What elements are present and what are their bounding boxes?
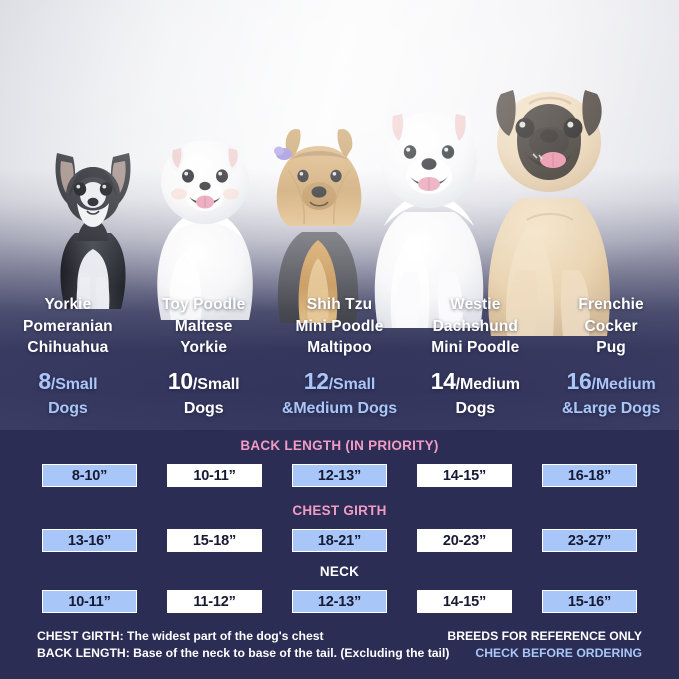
size-number: 14	[430, 368, 456, 394]
dog-photo-band	[0, 0, 679, 430]
size-label: /Small	[192, 376, 240, 393]
breed-name: Westie	[450, 296, 501, 313]
size-label: /Medium	[455, 376, 520, 393]
size-label: /Small	[328, 376, 376, 393]
back-length-cell-1: 8-10”	[42, 464, 137, 487]
size-label: /Small	[50, 376, 98, 393]
breed-name: Toy Poodle	[162, 296, 246, 313]
size-label-secondary: Dogs	[455, 400, 496, 417]
size-label-secondary: Dogs	[183, 400, 224, 417]
neck-cell-1: 10-11”	[42, 590, 137, 613]
breed-name: Chihuahua	[27, 339, 109, 357]
back-length-cell-4: 14-15”	[417, 464, 512, 487]
size-column-1: 8/Small Dogs	[0, 369, 136, 421]
breed-column-3: Shih Tzu Mini Poodle Maltipoo	[272, 294, 408, 359]
neck-cell-5: 15-16”	[542, 590, 637, 613]
size-label-secondary: Dogs	[48, 400, 88, 417]
size-numbers-row: 8/Small Dogs 10/Small Dogs 12/Small &Med…	[0, 369, 679, 421]
chest-girth-cell-5: 23-27”	[542, 529, 637, 552]
breed-name: Dachshund	[432, 317, 518, 335]
size-number: 12	[303, 368, 329, 394]
footer-check-note: CHECK BEFORE ORDERING	[475, 646, 642, 660]
size-column-3: 12/Small &Medium Dogs	[272, 369, 408, 421]
size-number: 10	[167, 368, 193, 394]
neck-cell-4: 14-15”	[417, 590, 512, 613]
size-column-2: 10/Small Dogs	[136, 369, 272, 421]
chest-girth-cell-2: 15-18”	[167, 529, 262, 552]
breed-name: Cocker	[584, 317, 638, 335]
back-length-title: BACK LENGTH (IN PRIORITY)	[240, 438, 439, 453]
size-column-5: 16/Medium &Large Dogs	[543, 369, 679, 421]
breed-name: Pug	[596, 339, 626, 357]
size-label-secondary: &Large Dogs	[561, 400, 661, 417]
footer-reference-note: BREEDS FOR REFERENCE ONLY	[447, 629, 642, 643]
chest-girth-cell-1: 13-16”	[42, 529, 137, 552]
dog-photo-chihuahua	[33, 137, 153, 312]
size-label: /Medium	[591, 376, 656, 393]
back-length-row: 8-10” 10-11” 12-13” 14-15” 16-18”	[0, 464, 679, 487]
footer-right: BREEDS FOR REFERENCE ONLY CHECK BEFORE O…	[447, 628, 642, 662]
breed-name: Shih Tzu	[306, 296, 373, 313]
breed-name: Pomeranian	[23, 317, 113, 335]
breed-name: Frenchie	[578, 296, 644, 313]
neck-title: NECK	[319, 564, 360, 579]
neck-cell-3: 12-13”	[292, 590, 387, 613]
footer-back-length-note: BACK LENGTH: Base of the neck to base of…	[37, 646, 450, 660]
footer-chest-girth-note: CHEST GIRTH: The widest part of the dog'…	[37, 629, 324, 643]
breed-name: Mini Poodle	[431, 339, 520, 357]
neck-row: 10-11” 11-12” 12-13” 14-15” 15-16”	[0, 590, 679, 613]
breed-column-5: Frenchie Cocker Pug	[543, 294, 679, 359]
back-length-cell-5: 16-18”	[542, 464, 637, 487]
back-length-cell-3: 12-13”	[292, 464, 387, 487]
footer-left: CHEST GIRTH: The widest part of the dog'…	[37, 628, 449, 662]
chest-girth-row: 13-16” 15-18” 18-21” 20-23” 23-27”	[0, 529, 679, 552]
breed-column-4: Westie Dachshund Mini Poodle	[407, 294, 543, 359]
breed-column-2: Toy Poodle Maltese Yorkie	[136, 294, 272, 359]
back-length-cell-2: 10-11”	[167, 464, 262, 487]
breed-column-1: Yorkie Pomeranian Chihuahua	[0, 294, 136, 359]
size-column-4: 14/Medium Dogs	[407, 369, 543, 421]
chest-girth-cell-3: 18-21”	[292, 529, 387, 552]
breed-name: Yorkie	[180, 339, 228, 357]
dog-photo-pomeranian	[141, 122, 269, 322]
breed-name: Maltipoo	[307, 339, 372, 357]
breed-name: Mini Poodle	[295, 317, 384, 335]
chest-girth-cell-4: 20-23”	[417, 529, 512, 552]
size-number: 16	[566, 368, 592, 394]
breed-name: Maltese	[174, 317, 233, 335]
neck-cell-2: 11-12”	[167, 590, 262, 613]
chest-girth-title: CHEST GIRTH	[292, 503, 387, 518]
size-label-secondary: &Medium Dogs	[281, 400, 398, 417]
breed-name: Yorkie	[44, 296, 92, 313]
breed-names-row: Yorkie Pomeranian Chihuahua Toy Poodle M…	[0, 294, 679, 359]
footer: CHEST GIRTH: The widest part of the dog'…	[0, 628, 679, 670]
size-number: 8	[38, 368, 51, 394]
